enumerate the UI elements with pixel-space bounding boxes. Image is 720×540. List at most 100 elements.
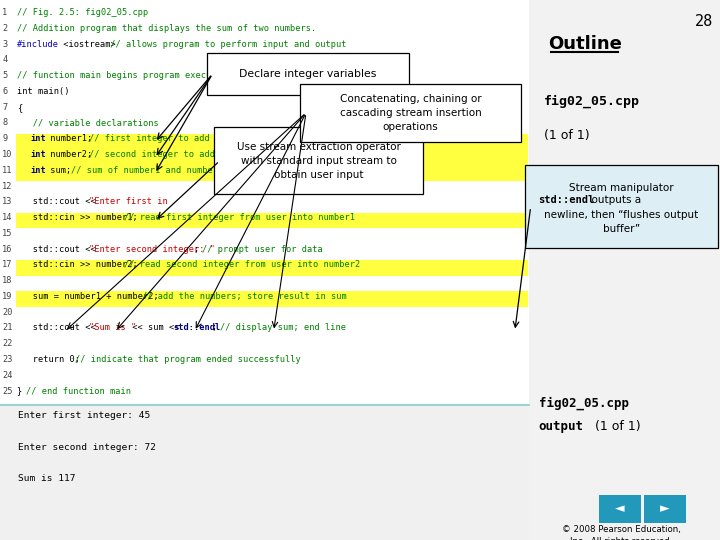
FancyBboxPatch shape (16, 165, 528, 181)
Text: 20: 20 (2, 308, 13, 316)
Text: 19: 19 (2, 292, 13, 301)
Text: 13: 13 (2, 197, 13, 206)
FancyBboxPatch shape (529, 0, 720, 540)
Text: // sum of number1 and number2: // sum of number1 and number2 (71, 166, 224, 175)
Text: Sum is 117: Sum is 117 (18, 474, 76, 483)
Text: #include: #include (17, 39, 59, 49)
Text: 8: 8 (2, 118, 7, 127)
Text: 1: 1 (2, 8, 7, 17)
FancyBboxPatch shape (16, 213, 528, 228)
Text: int main(): int main() (17, 87, 70, 96)
Text: 21: 21 (2, 323, 13, 333)
Text: 24: 24 (2, 371, 13, 380)
Text: Stream manipulator: Stream manipulator (569, 183, 674, 193)
Text: 6: 6 (2, 87, 7, 96)
Text: std::cout <<: std::cout << (17, 197, 102, 206)
Text: 12: 12 (2, 181, 13, 191)
Text: std::cout <<: std::cout << (17, 245, 102, 254)
Text: // add the numbers; store result in sum: // add the numbers; store result in sum (143, 292, 347, 301)
Text: 7: 7 (2, 103, 7, 112)
Text: int: int (30, 134, 46, 143)
Text: }: } (17, 387, 28, 395)
FancyBboxPatch shape (0, 405, 529, 540)
Text: 9: 9 (2, 134, 7, 143)
FancyBboxPatch shape (207, 53, 409, 95)
Text: "Sum is ": "Sum is " (89, 323, 136, 333)
Text: int: int (30, 150, 46, 159)
Text: number1;: number1; (45, 134, 97, 143)
Text: buffer”: buffer” (603, 224, 640, 234)
FancyBboxPatch shape (0, 0, 529, 405)
Text: 18: 18 (2, 276, 13, 285)
Text: // prompt user for data: // prompt user for data (202, 245, 323, 254)
Text: Declare integer variables: Declare integer variables (239, 69, 377, 79)
Text: 14: 14 (2, 213, 13, 222)
Text: Enter second integer: 72: Enter second integer: 72 (18, 443, 156, 452)
Text: // function main begins program execution: // function main begins program executio… (17, 71, 233, 80)
Text: std::cout <<: std::cout << (17, 323, 102, 333)
Text: 16: 16 (2, 245, 13, 254)
FancyBboxPatch shape (16, 260, 528, 275)
Text: 17: 17 (2, 260, 13, 269)
Text: 2: 2 (2, 24, 7, 33)
Text: Use stream extraction operator
with standard input stream to
obtain user input: Use stream extraction operator with stan… (237, 142, 400, 180)
Text: number2;: number2; (45, 150, 97, 159)
Text: std::cin >> number2;: std::cin >> number2; (17, 260, 143, 269)
Text: ;: ; (212, 323, 223, 333)
Text: // display sum; end line: // display sum; end line (220, 323, 346, 333)
Text: 25: 25 (2, 387, 13, 395)
Text: (1 of 1): (1 of 1) (591, 420, 641, 433)
Text: sum;: sum; (45, 166, 76, 175)
Text: // Fig. 2.5: fig02_05.cpp: // Fig. 2.5: fig02_05.cpp (17, 8, 148, 17)
Text: std::endl: std::endl (174, 323, 221, 333)
Text: {: { (17, 103, 22, 112)
Text: outputs a: outputs a (585, 195, 641, 206)
FancyBboxPatch shape (214, 127, 423, 194)
Text: fig02_05.cpp: fig02_05.cpp (539, 397, 629, 410)
Text: // indicate that program ended successfully: // indicate that program ended successfu… (76, 355, 301, 364)
Text: // second integer to add: // second integer to add (89, 150, 215, 159)
Text: 10: 10 (2, 150, 13, 159)
Text: <iostream>: <iostream> (58, 39, 115, 49)
Text: std::cin >> number1;: std::cin >> number1; (17, 213, 143, 222)
Text: // read second integer from user into number2: // read second integer from user into nu… (125, 260, 361, 269)
FancyBboxPatch shape (525, 165, 718, 248)
Text: sum = number1 + number2;: sum = number1 + number2; (17, 292, 164, 301)
Text: Outline: Outline (548, 35, 621, 53)
FancyBboxPatch shape (300, 84, 521, 142)
Text: // first integer to add: // first integer to add (89, 134, 210, 143)
Text: "Enter second integer: ": "Enter second integer: " (89, 245, 215, 254)
FancyBboxPatch shape (16, 150, 528, 165)
Text: "Enter first in: "Enter first in (89, 197, 167, 206)
Text: 11: 11 (2, 166, 13, 175)
FancyBboxPatch shape (16, 134, 528, 150)
Text: 23: 23 (2, 355, 13, 364)
Text: // end function main: // end function main (26, 387, 131, 395)
Text: © 2008 Pearson Education,
Inc.  All rights reserved.: © 2008 Pearson Education, Inc. All right… (562, 525, 681, 540)
Text: ►: ► (660, 502, 670, 515)
Text: 22: 22 (2, 339, 13, 348)
Text: int: int (30, 166, 46, 175)
Text: fig02_05.cpp: fig02_05.cpp (544, 94, 639, 108)
Text: Enter first integer: 45: Enter first integer: 45 (18, 411, 150, 421)
FancyBboxPatch shape (16, 292, 528, 307)
Text: (1 of 1): (1 of 1) (544, 129, 589, 141)
Text: Concatenating, chaining or
cascading stream insertion
operations: Concatenating, chaining or cascading str… (340, 94, 481, 132)
Text: 5: 5 (2, 71, 7, 80)
Text: 15: 15 (2, 229, 13, 238)
FancyBboxPatch shape (644, 495, 686, 523)
Text: 3: 3 (2, 39, 7, 49)
Text: return 0;: return 0; (17, 355, 86, 364)
Text: ;: ; (194, 245, 204, 254)
Text: ◄: ◄ (615, 502, 625, 515)
FancyBboxPatch shape (599, 495, 641, 523)
Text: 28: 28 (695, 14, 713, 29)
Text: 4: 4 (2, 56, 7, 64)
Text: // Addition program that displays the sum of two numbers.: // Addition program that displays the su… (17, 24, 317, 33)
Text: << sum <<: << sum << (127, 323, 184, 333)
Text: // read first integer from user into number1: // read first integer from user into num… (125, 213, 356, 222)
Text: std::endl: std::endl (538, 195, 594, 206)
Text: // allows program to perform input and output: // allows program to perform input and o… (105, 39, 346, 49)
Text: newline, then “flushes output: newline, then “flushes output (544, 210, 698, 220)
Text: output: output (539, 420, 583, 433)
